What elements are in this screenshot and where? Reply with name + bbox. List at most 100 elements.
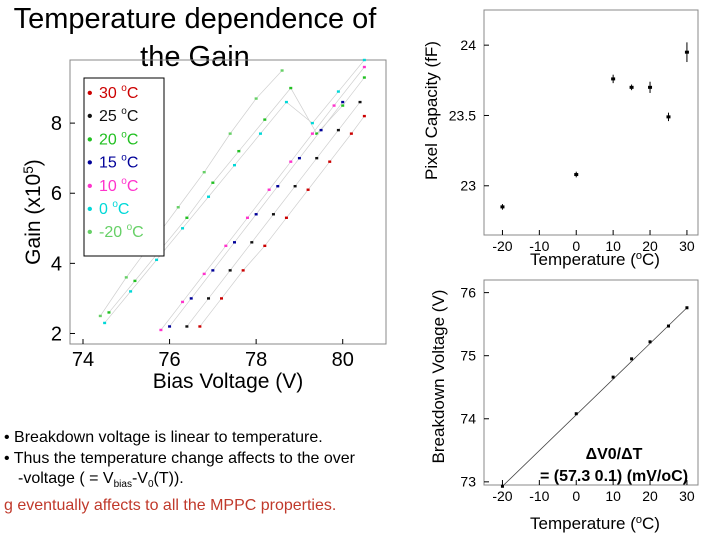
gain-point xyxy=(232,241,236,244)
breakdown-point xyxy=(666,324,670,328)
gain-point xyxy=(315,132,319,135)
capacity-chart-ytick-label: 23 xyxy=(460,178,476,194)
gain-point xyxy=(107,311,111,314)
capacity-point xyxy=(574,173,579,177)
note-line-2: • Thus the temperature change affects to… xyxy=(4,449,355,467)
gain-point xyxy=(336,90,340,93)
gain-chart-ytick-label: 6 xyxy=(51,183,62,205)
breakdown-chart-ytick-label: 76 xyxy=(460,285,476,301)
notes-block: • Breakdown voltage is linear to tempera… xyxy=(4,428,444,516)
breakdown-chart-xtick-label: 30 xyxy=(679,488,695,504)
gain-point xyxy=(245,216,249,219)
breakdown-point xyxy=(500,484,504,488)
gain-legend-entry: 25 oC xyxy=(99,106,138,125)
gain-point xyxy=(341,104,345,107)
gain-point xyxy=(267,188,271,191)
breakdown-chart-frame xyxy=(483,279,699,486)
breakdown-chart-ytick-label: 75 xyxy=(460,348,476,364)
gain-legend-bullet: • xyxy=(87,108,93,125)
gain-point xyxy=(271,213,275,216)
breakdown-x-label: Temperature (oC) xyxy=(530,514,660,533)
gain-point xyxy=(306,188,310,191)
gain-legend-bullet: • xyxy=(87,224,93,241)
breakdown-point xyxy=(685,306,689,310)
gain-point xyxy=(168,325,172,328)
gain-legend-entry: 20 oC xyxy=(99,129,138,148)
gain-point xyxy=(228,132,232,135)
gain-point xyxy=(159,328,163,332)
gain-point xyxy=(258,132,262,135)
gain-point xyxy=(263,118,267,121)
breakdown-point xyxy=(611,375,615,379)
capacity-chart-xtick-label: 30 xyxy=(679,238,695,254)
gain-point xyxy=(362,114,366,118)
gain-legend-entry: -20 oC xyxy=(99,222,144,241)
gain-chart-frame xyxy=(69,59,387,345)
gain-point xyxy=(124,276,128,279)
note-line-3-pre: -voltage ( = V xyxy=(18,470,114,487)
breakdown-point xyxy=(574,412,578,416)
gain-point xyxy=(284,100,288,104)
breakdown-y-label: Breakdown Voltage (V) xyxy=(429,290,448,464)
gain-point xyxy=(315,156,319,160)
gain-legend-bullet: • xyxy=(87,178,93,195)
gain-legend-entry: 0 oC xyxy=(99,199,129,218)
gain-point xyxy=(336,128,340,132)
gain-point xyxy=(358,100,362,104)
gain-point xyxy=(328,160,332,163)
note-sub-bias: bias xyxy=(113,479,132,491)
gain-point xyxy=(224,244,228,248)
slope-formula: ΔV0/ΔT xyxy=(585,446,643,463)
gain-point xyxy=(103,321,107,325)
gain-point xyxy=(155,258,159,262)
capacity-point xyxy=(629,85,634,89)
gain-point xyxy=(276,185,280,188)
gain-point xyxy=(181,227,185,230)
gain-point xyxy=(207,297,211,300)
gain-point xyxy=(341,100,345,104)
gain-x-label: Bias Voltage (V) xyxy=(153,370,304,393)
breakdown-chart-xtick-label: -20 xyxy=(492,488,512,504)
gain-point xyxy=(198,325,202,328)
gain-point xyxy=(332,104,336,107)
gain-point xyxy=(362,76,366,79)
breakdown-chart-xtick-label: 0 xyxy=(572,488,580,504)
capacity-chart-xtick-label: 20 xyxy=(642,238,658,254)
breakdown-chart-ytick-label: 74 xyxy=(460,411,476,427)
gain-point xyxy=(289,86,293,90)
gain-legend-bullet: • xyxy=(87,131,93,148)
capacity-point xyxy=(648,85,653,89)
capacity-point xyxy=(684,50,689,54)
note-line-3: -voltage ( = Vbias-V0(T)). xyxy=(4,469,444,496)
breakdown-point xyxy=(648,340,652,344)
gain-point xyxy=(207,195,211,198)
gain-point xyxy=(250,241,254,244)
gain-legend-bullet: • xyxy=(87,201,93,218)
capacity-point xyxy=(500,205,505,209)
capacity-chart-xtick-label: 0 xyxy=(572,238,580,254)
breakdown-chart-xtick-label: -10 xyxy=(529,488,549,504)
gain-series-line-0 xyxy=(199,115,365,327)
gain-y-label: Gain (x105) xyxy=(21,159,46,265)
capacity-chart-frame xyxy=(483,9,699,236)
gain-point xyxy=(310,132,314,135)
gain-point xyxy=(362,65,366,69)
breakdown-chart-xtick-label: 10 xyxy=(605,488,621,504)
gain-legend-box xyxy=(83,77,165,257)
capacity-chart-ytick-label: 24 xyxy=(460,37,476,53)
gain-chart-xtick-label: 76 xyxy=(158,349,180,371)
gain-chart-ytick-label: 2 xyxy=(51,323,62,345)
gain-point xyxy=(237,149,241,153)
gain-chart-xtick-label: 80 xyxy=(332,349,354,371)
capacity-chart-ytick-label: 23.5 xyxy=(449,107,476,123)
capacity-chart-xtick-label: 10 xyxy=(605,238,621,254)
note-line-1: • Breakdown voltage is linear to tempera… xyxy=(4,429,323,446)
gain-legend-bullet: • xyxy=(87,85,93,102)
gain-chart-xtick-label: 78 xyxy=(245,349,267,371)
note-line-4: g eventually affects to all the MPPC pro… xyxy=(4,496,444,517)
slope-value: = (57.3 0.1) (mV/oC) xyxy=(539,468,689,485)
gain-legend-entry: 30 oC xyxy=(99,83,138,102)
gain-point xyxy=(189,297,193,300)
capacity-chart-xtick-label: -20 xyxy=(492,238,512,254)
gain-point xyxy=(349,132,353,135)
